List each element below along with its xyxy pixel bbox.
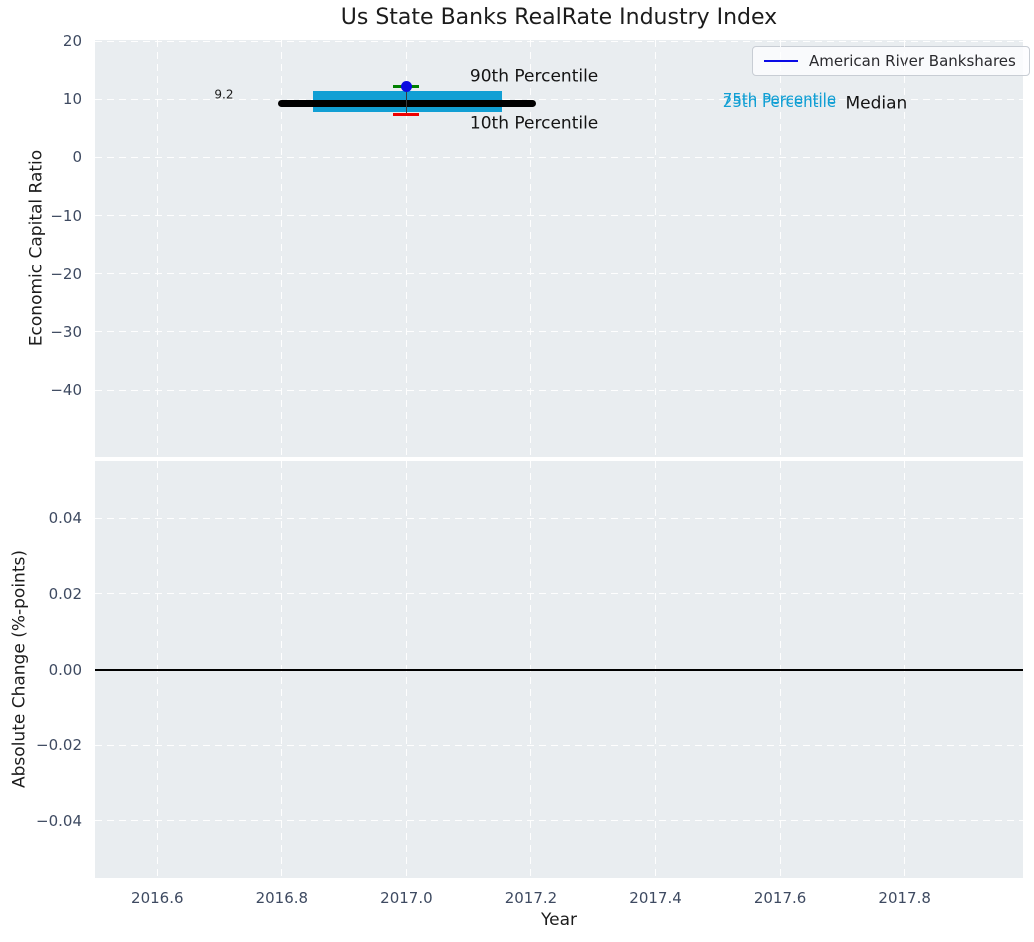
bottom-plot-area xyxy=(95,461,1023,878)
ytick-top-20: 20 xyxy=(62,32,82,51)
xtick-2016.8: 2016.8 xyxy=(255,889,309,907)
ytick-top-20: −20 xyxy=(50,264,82,283)
company-point xyxy=(400,81,412,93)
annotation-9.2: 9.2 xyxy=(214,87,234,102)
median-line xyxy=(278,100,536,108)
ytick-top-30: −30 xyxy=(50,322,82,341)
gridline-v-2017.6 xyxy=(779,40,781,457)
gridline-h-40 xyxy=(95,389,1023,391)
gridline-h-10 xyxy=(95,215,1023,217)
annotation-90th-percentile: 90th Percentile xyxy=(469,66,599,87)
gridline-v-2016.6 xyxy=(156,40,158,457)
ytick-top-10: 10 xyxy=(62,90,82,109)
annotation-10th-percentile: 10th Percentile xyxy=(469,113,599,134)
xtick-2017.4: 2017.4 xyxy=(629,889,682,907)
gridline-v-2017.4 xyxy=(655,40,657,457)
gridline-h-30 xyxy=(95,331,1023,333)
gridline-v-2017.2 xyxy=(530,40,532,457)
gridline-v-2017.8 xyxy=(904,40,906,457)
p10-cap xyxy=(393,113,420,117)
xtick-2016.6: 2016.6 xyxy=(131,889,184,907)
gridline-h-20 xyxy=(95,273,1023,275)
legend: American River Bankshares xyxy=(752,46,1030,76)
gridline-v-2016.8 xyxy=(281,40,283,457)
gridline-h-0.04 xyxy=(95,820,1023,822)
ytick-bottom-0.02: 0.02 xyxy=(48,584,82,603)
ytick-top-0: 0 xyxy=(72,148,82,167)
y-axis-label-top: Economic Capital Ratio xyxy=(26,149,47,347)
zero-line xyxy=(95,668,1023,671)
xtick-2017.8: 2017.8 xyxy=(878,889,931,907)
xtick-2017.2: 2017.2 xyxy=(504,889,558,907)
legend-line-swatch xyxy=(764,60,798,62)
ytick-bottom-0.02: −0.02 xyxy=(36,736,82,755)
x-axis-label: Year xyxy=(541,910,577,930)
legend-label: American River Bankshares xyxy=(809,52,1016,70)
gridline-h-10 xyxy=(95,98,1023,100)
gridline-h-20 xyxy=(95,40,1023,42)
gridline-h-0 xyxy=(95,156,1023,158)
ytick-top-10: −10 xyxy=(50,206,82,225)
whisker-line xyxy=(405,86,407,115)
gridline-v-2017.0 xyxy=(405,40,407,457)
chart-title: Us State Banks RealRate Industry Index xyxy=(340,5,778,30)
gridline-h-0.04 xyxy=(95,517,1023,519)
annotation-median: Median xyxy=(845,93,908,114)
top-plot-area: American River Bankshares 9.2 90th Percen… xyxy=(95,40,1030,457)
annotation-75th-percentile: 75th Percentile xyxy=(722,89,837,108)
ytick-bottom-0.04: −0.04 xyxy=(36,811,82,830)
gridline-h-0.02 xyxy=(95,593,1023,595)
xtick-2017.0: 2017.0 xyxy=(380,889,433,907)
annotation-25th-percentile: 25th Percentile xyxy=(722,92,837,111)
ytick-top-40: −40 xyxy=(50,381,82,400)
xtick-2017.6: 2017.6 xyxy=(753,889,807,907)
ytick-bottom-0.04: 0.04 xyxy=(48,509,82,528)
ytick-bottom-0.00: 0.00 xyxy=(48,660,82,679)
gridline-h-0.02 xyxy=(95,744,1023,746)
